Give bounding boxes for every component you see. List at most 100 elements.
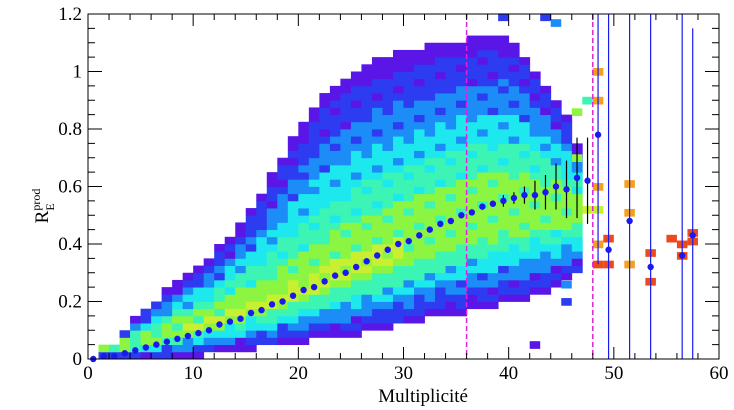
heatmap-cell [151,337,163,346]
heatmap-cell [308,272,320,281]
heatmap-cell [498,150,510,159]
heatmap-cell [529,157,541,166]
heatmap-cell [456,236,467,245]
heatmap-cell [487,107,499,116]
heatmap-cell [519,150,531,159]
heatmap-cell [414,57,425,65]
heatmap-cell [435,179,446,187]
heatmap-cell [445,57,457,65]
heatmap-cell [350,179,362,187]
heatmap-cell [277,164,289,173]
heatmap-cell [392,287,404,295]
heatmap-cell [424,172,436,180]
heatmap-cell [224,244,236,252]
heatmap-cell [487,143,499,151]
heatmap-cell [298,129,310,137]
heatmap-cell [245,344,257,353]
heatmap-cell [161,351,173,360]
heatmap-cell [308,200,320,209]
heatmap-cell [435,143,446,151]
heatmap-cell [193,272,205,281]
heatmap-cell [445,93,457,101]
heatmap-cell [382,236,394,245]
heatmap-cell [392,244,404,252]
heatmap-cell [350,244,362,252]
heatmap-cell [371,308,383,317]
heatmap-cell [508,200,520,209]
heatmap-cell [382,143,394,151]
heatmap-cell [203,330,215,338]
heatmap-cell [308,164,320,173]
heatmap-cell [235,323,247,331]
heatmap-cell [350,93,362,101]
heatmap-cell [287,337,299,346]
heatmap-cell [508,265,520,274]
heatmap-cell [287,315,299,324]
heatmap-cell [487,49,499,58]
heatmap-cell [508,164,520,173]
heatmap-cell [477,287,489,295]
heatmap-cell [193,351,205,360]
heatmap-cell [361,107,373,116]
heatmap-cell [508,93,520,101]
heatmap-cell [424,265,436,274]
heatmap-cell [277,294,289,302]
heatmap-cell [550,251,562,259]
heatmap-cell [414,186,425,195]
heatmap-cell [308,294,320,302]
heatmap-cell [466,136,478,144]
heatmap-cell [298,136,310,144]
heatmap-cell [308,265,320,274]
heatmap-cell [498,143,510,151]
heatmap-cell [340,272,352,281]
heatmap-cell [235,308,247,317]
heatmap-cell [392,208,404,216]
heatmap-cell [361,265,373,274]
heatmap-cell [445,294,457,302]
heatmap-cell [540,85,552,94]
data-point [121,350,129,357]
heatmap-cell [424,114,436,123]
heatmap-cell [266,315,278,324]
heatmap-cell [508,136,520,144]
heatmap-cell [445,71,457,80]
heatmap-cell [277,337,289,346]
heatmap-cell [403,114,415,123]
heatmap-cell [287,258,299,266]
heatmap-cell [424,208,436,216]
heatmap-cell [382,308,394,317]
heatmap-cell [540,251,552,259]
heatmap-cell [266,265,278,274]
heatmap-cell [445,258,457,266]
heatmap-cell [508,236,520,245]
heatmap-cell [266,208,278,216]
heatmap-cell [350,330,362,338]
heatmap-cell [529,251,541,259]
heatmap-cell [519,85,531,94]
heatmap-cell [161,301,173,310]
heatmap-cell [382,164,394,173]
heatmap-cell [498,287,510,295]
heatmap-cell [456,71,467,80]
heatmap-cell [277,157,289,166]
heatmap-cell [203,287,215,295]
heatmap-cell [382,215,394,223]
heatmap-cell [245,337,257,346]
heatmap-cell [350,208,362,216]
heatmap-cell [571,229,583,238]
heatmap-cell [498,172,510,180]
data-point [479,203,486,210]
data-point [468,209,476,216]
heatmap-cell [456,193,467,202]
heatmap-cell [519,136,531,144]
heatmap-cell [235,294,247,302]
heatmap-cell [266,323,278,331]
heatmap-cell [403,193,415,202]
heatmap-cell [424,164,436,173]
heatmap-cell [340,186,352,195]
heatmap-cell [224,344,236,353]
heatmap-cell [256,337,268,346]
heatmap-cell [193,308,205,317]
heatmap-cell [361,121,373,130]
heatmap-cell [424,186,436,195]
